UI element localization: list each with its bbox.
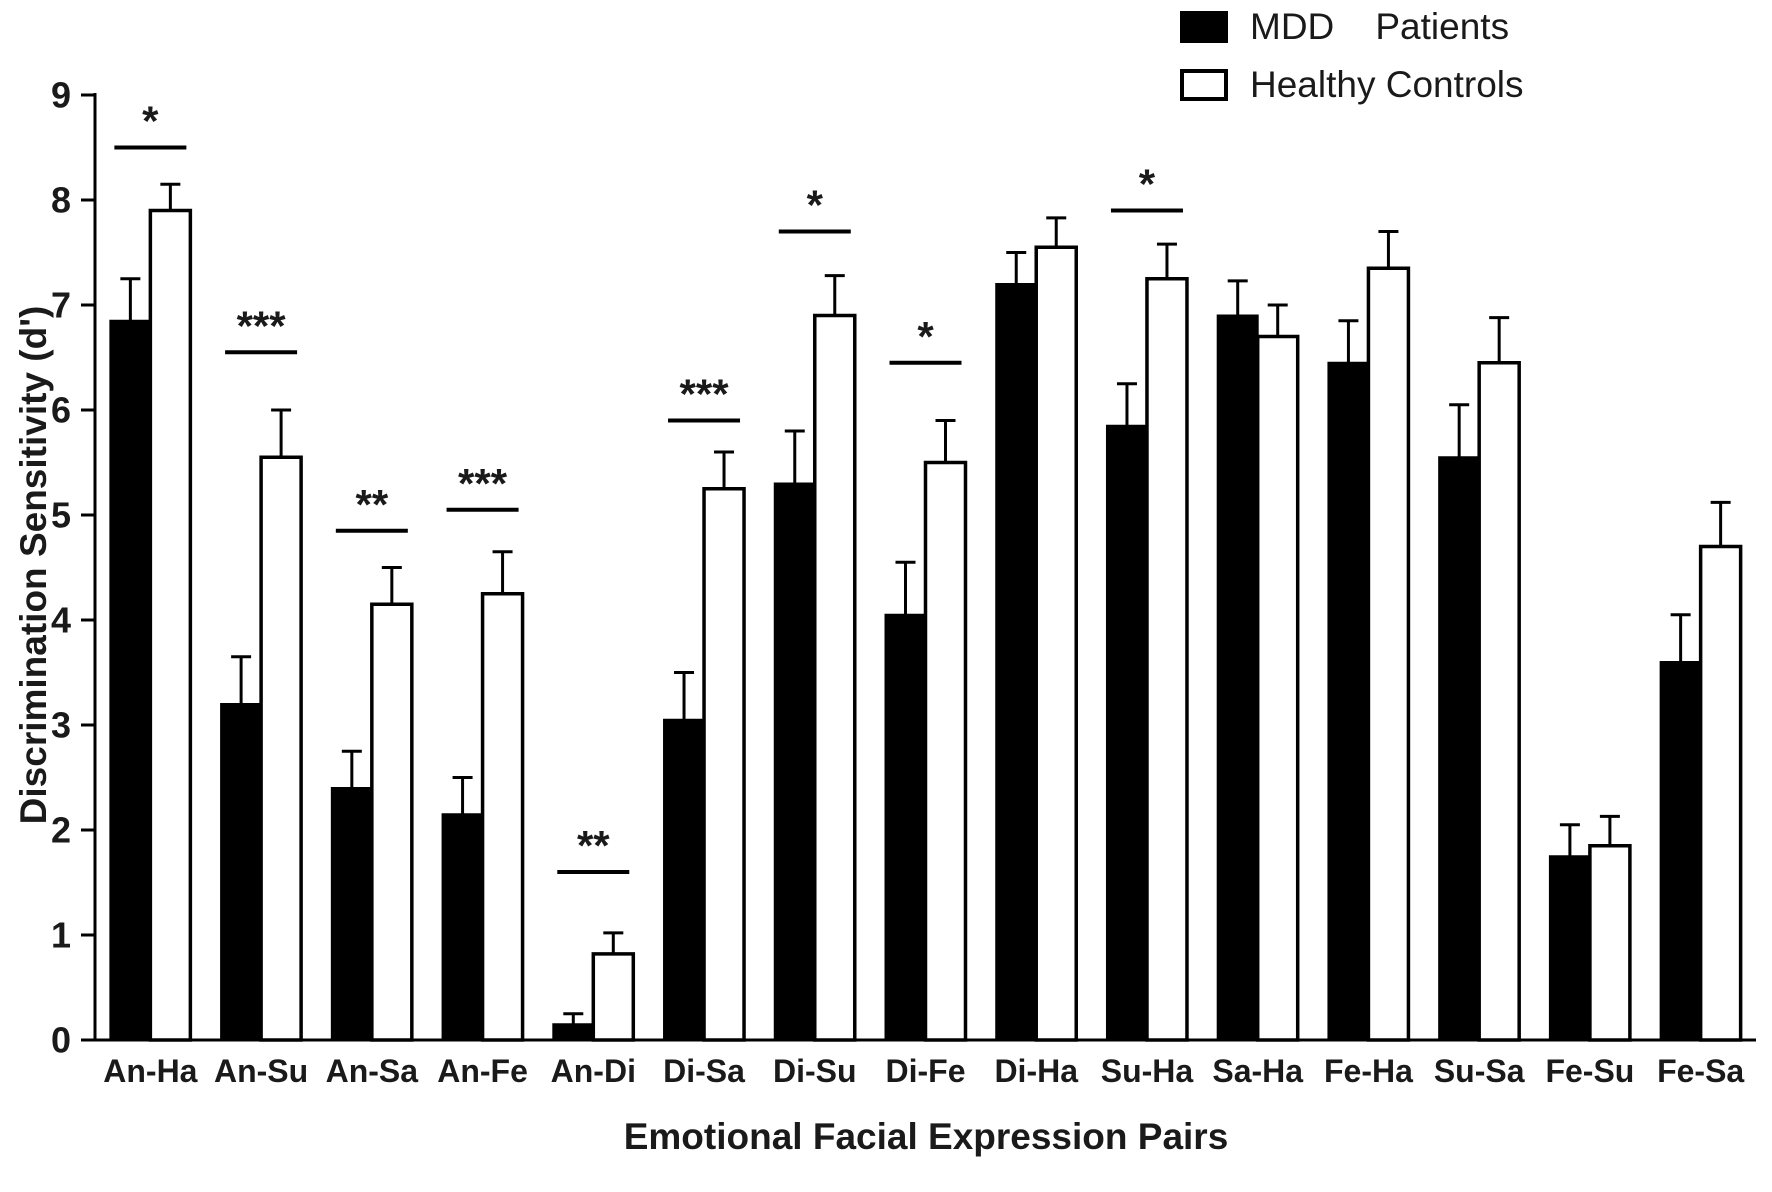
sig-stars-An-Di: ** [577,822,610,869]
sig-stars-Di-Fe: * [917,313,934,360]
bar-hc-Su-Ha [1145,277,1189,1042]
sig-stars-Su-Ha: * [1139,161,1156,208]
x-tick-label-Di-Ha: Di-Ha [994,1053,1078,1089]
sig-stars-An-Ha: * [142,98,159,145]
sig-stars-An-Su: *** [237,302,287,349]
bar-hc-Fe-Ha [1366,266,1411,1042]
y-axis-title: Discrimination Sensitivity (d') [13,305,54,825]
y-tick-label: 0 [51,1020,71,1061]
x-tick-label-An-Fe: An-Fe [437,1053,528,1089]
bar-hc-An-Ha [148,208,193,1042]
healthy-controls-swatch [1180,69,1228,101]
bar-hc-Fe-Su [1588,844,1632,1042]
bars: An-Ha An-Su An-Sa An-Fe An-Di Di-Sa Di-Su Di-Fe… [103,182,1744,1089]
x-tick-label-Fe-Sa: Fe-Sa [1657,1053,1744,1089]
x-tick-label-Di-Sa: Di-Sa [663,1053,745,1089]
bar-hc-Di-Sa [702,487,746,1042]
legend: MDD Patients Healthy Controls [1180,6,1524,106]
legend-item-healthy-controls: Healthy Controls [1180,64,1524,106]
x-tick-label-Sa-Ha: Sa-Ha [1212,1053,1303,1089]
mdd-patients-swatch [1180,11,1228,43]
legend-label-mdd-patients: MDD Patients [1250,6,1510,47]
bar-mdd-Di-Su [773,482,816,1041]
bar-hc-An-Di [591,952,636,1042]
bar-mdd-Sa-Ha [1216,314,1259,1041]
x-tick-label-Di-Su: Di-Su [773,1053,857,1089]
x-tick-label-Fe-Ha: Fe-Ha [1324,1053,1413,1089]
bar-mdd-Fe-Ha [1327,361,1370,1041]
significance-markers: ****** *********** [114,98,1183,874]
bar-mdd-An-Ha [109,319,152,1041]
x-tick-label-Su-Ha: Su-Ha [1101,1053,1194,1089]
sig-stars-Di-Su: * [807,182,824,229]
sig-stars-An-Fe: *** [458,460,508,507]
x-tick-label-An-Su: An-Su [214,1053,308,1089]
x-tick-label-An-Sa: An-Sa [326,1053,419,1089]
x-tick-label-Di-Fe: Di-Fe [886,1053,966,1089]
y-tick-label: 5 [51,495,71,536]
bar-mdd-Su-Sa [1438,456,1481,1041]
y-tick-label: 2 [51,810,71,851]
bar-mdd-Fe-Su [1548,855,1591,1041]
bar-hc-An-Sa [370,602,414,1042]
bar-mdd-Su-Ha [1105,424,1148,1041]
bar-hc-An-Su [259,455,303,1042]
sig-stars-Di-Sa: *** [680,371,730,418]
legend-label-healthy-controls: Healthy Controls [1250,64,1524,105]
y-tick-label: 3 [51,705,71,746]
bar-mdd-Di-Ha [995,283,1038,1041]
bar-hc-Su-Sa [1477,361,1521,1042]
x-tick-label-Su-Sa: Su-Sa [1434,1053,1525,1089]
x-tick-label-An-Ha: An-Ha [103,1053,197,1089]
x-tick-label-An-Di: An-Di [551,1053,636,1089]
bar-hc-Di-Su [813,313,857,1042]
y-tick-label: 4 [51,600,71,641]
bar-hc-Sa-Ha [1255,334,1300,1042]
bar-mdd-An-Fe [441,813,484,1041]
bar-mdd-Di-Fe [884,613,927,1041]
bar-mdd-An-Di [552,1023,595,1041]
y-tick-label: 7 [51,285,71,326]
bar-hc-Di-Fe [923,460,968,1042]
y-tick-label: 1 [51,915,71,956]
y-tick-label: 6 [51,390,71,431]
bar-hc-An-Fe [480,592,525,1042]
bar-hc-Fe-Sa [1698,544,1743,1042]
sig-stars-An-Sa: ** [355,481,388,528]
bar-mdd-An-Sa [330,787,373,1041]
bar-hc-Di-Ha [1034,245,1078,1042]
y-tick-label: 9 [51,75,71,116]
y-ticks: 0 1 2 3 4 5 6 7 8 9 [51,75,95,1061]
bar-mdd-Fe-Sa [1659,661,1702,1041]
bar-mdd-An-Su [220,703,263,1041]
legend-item-mdd-patients: MDD Patients [1180,6,1524,48]
bar-mdd-Di-Sa [663,718,706,1041]
x-axis-title: Emotional Facial Expression Pairs [623,1116,1229,1157]
x-tick-label-Fe-Su: Fe-Su [1545,1053,1634,1089]
y-tick-label: 8 [51,180,71,221]
